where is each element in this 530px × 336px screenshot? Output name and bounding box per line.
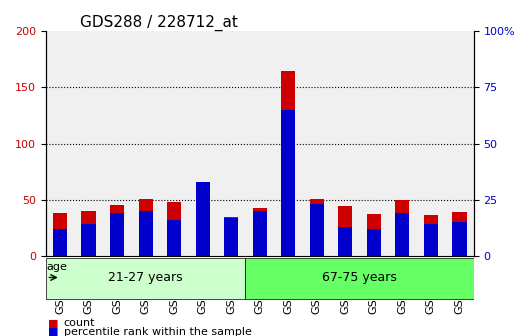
- Bar: [338, 227, 352, 256]
- Bar: [167, 220, 181, 256]
- Bar: [367, 214, 381, 256]
- Bar: [196, 182, 210, 256]
- Text: percentile rank within the sample: percentile rank within the sample: [64, 327, 251, 336]
- Bar: [196, 185, 210, 256]
- Bar: [53, 213, 67, 256]
- Text: 67-75 years: 67-75 years: [322, 271, 397, 284]
- Bar: [395, 200, 410, 256]
- Bar: [452, 222, 466, 256]
- Bar: [224, 217, 238, 256]
- Bar: [110, 213, 124, 256]
- Bar: [452, 212, 466, 256]
- Bar: [110, 205, 124, 256]
- Bar: [310, 204, 324, 256]
- Bar: [281, 110, 295, 256]
- Text: ■: ■: [48, 327, 58, 336]
- Text: GDS288 / 228712_at: GDS288 / 228712_at: [80, 15, 238, 31]
- Text: count: count: [64, 318, 95, 328]
- Bar: [167, 202, 181, 256]
- Bar: [424, 215, 438, 256]
- Text: ■: ■: [48, 318, 58, 328]
- Bar: [310, 199, 324, 256]
- Bar: [224, 218, 238, 256]
- Bar: [82, 224, 96, 256]
- Bar: [338, 206, 352, 256]
- FancyBboxPatch shape: [245, 258, 474, 299]
- Bar: [82, 211, 96, 256]
- Bar: [138, 211, 153, 256]
- Bar: [53, 229, 67, 256]
- Bar: [395, 213, 410, 256]
- Bar: [367, 229, 381, 256]
- Bar: [253, 208, 267, 256]
- Text: age: age: [47, 262, 67, 272]
- Bar: [253, 211, 267, 256]
- Text: 21-27 years: 21-27 years: [108, 271, 183, 284]
- Bar: [138, 199, 153, 256]
- FancyBboxPatch shape: [46, 258, 245, 299]
- Bar: [424, 224, 438, 256]
- Bar: [281, 71, 295, 256]
